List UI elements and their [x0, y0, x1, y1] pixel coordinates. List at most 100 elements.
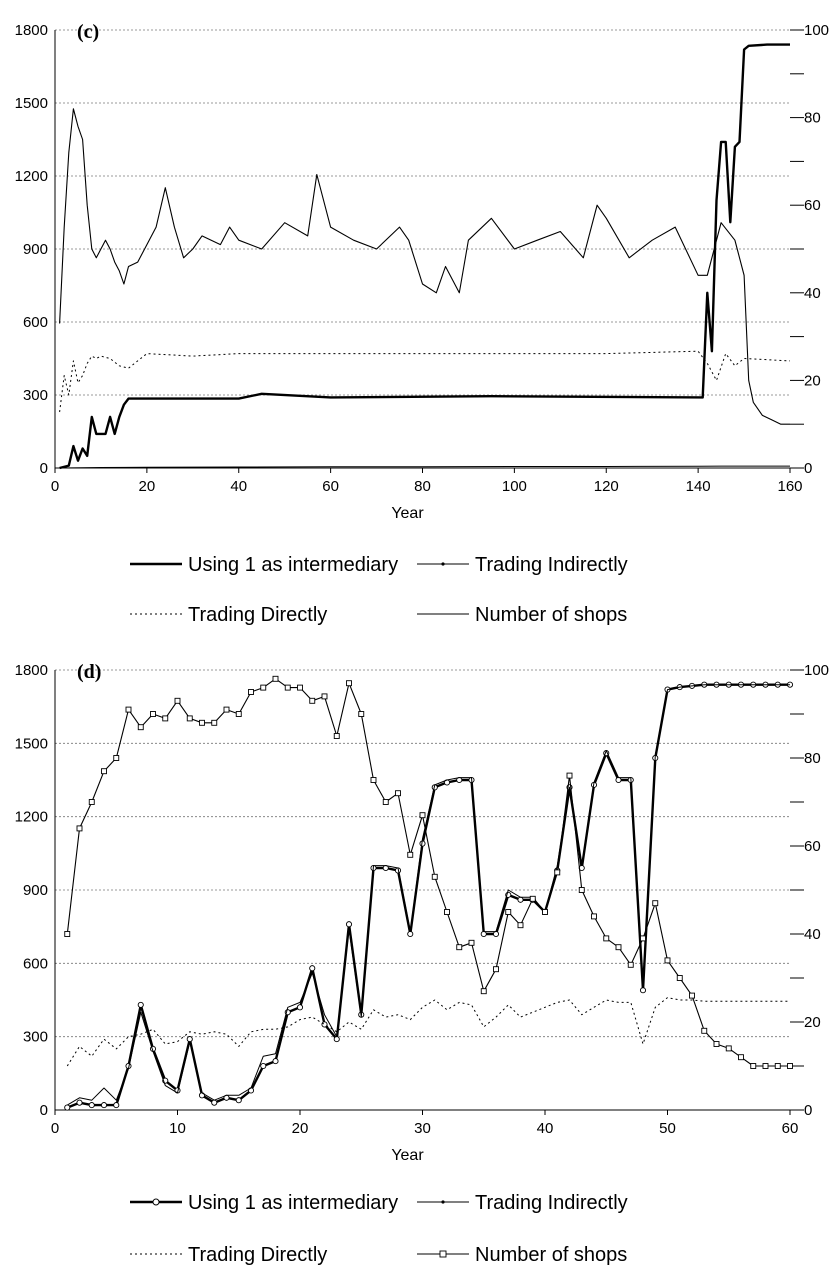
series-number-of-shops-point [88, 799, 95, 805]
x-tick-label: 160 [777, 478, 802, 495]
x-tick-label: 140 [686, 478, 711, 495]
series-using-1-as-intermediary-point [480, 930, 487, 938]
series-number-of-shops-point [101, 768, 107, 775]
series-number-of-shops-point [309, 697, 316, 704]
x-tick-label: 20 [292, 1120, 309, 1137]
series-number-of-shops-point [517, 922, 524, 929]
series-trading-directly-line [66, 997, 790, 1067]
y-tick-label: 1200 [15, 168, 48, 185]
series-number-of-shops-point [150, 711, 156, 717]
series-using-1-as-intermediary-point [345, 921, 353, 928]
series-number-of-shops-point [284, 684, 291, 691]
series-number-of-shops-point [174, 697, 181, 704]
legend-using-1-as-intermediary-label: Using 1 as intermediary [188, 554, 398, 576]
series-number-of-shops-point [248, 689, 254, 695]
series-number-of-shops-point [76, 825, 83, 832]
series-number-of-shops-point [664, 957, 671, 964]
series-number-of-shops-point [566, 772, 573, 779]
series-number-of-shops-point [162, 715, 169, 722]
y-tick-label: 900 [23, 241, 48, 258]
x-tick-label: 30 [414, 1120, 431, 1137]
series-number-of-shops-point [578, 887, 585, 893]
series-using-1-as-intermediary-point [517, 896, 524, 903]
y-tick-label: 900 [23, 882, 48, 899]
y-tick-label: 1500 [15, 95, 48, 112]
series-number-of-shops-point [419, 812, 426, 819]
series-number-of-shops-point [333, 733, 340, 739]
chart-panel-d: 0 300 600 900 1200 1500 1800 0 20 40 60 80 100 0 10 20 3… [15, 661, 829, 1266]
legend-number-of-shops-label: Number of shops [475, 604, 627, 626]
legend-using-1-as-intermediary-marker [152, 1198, 160, 1206]
y-tick-label: 0 [40, 1102, 48, 1119]
series-number-of-shops-point [395, 790, 401, 797]
series-number-of-shops-point [260, 684, 267, 691]
legend-trading-directly-label: Trading Directly [188, 604, 327, 626]
series-trading-indirectly-line [59, 465, 790, 469]
series-number-of-shops-point [456, 944, 463, 951]
y2-tick-label: 20 [804, 372, 821, 389]
series-number-of-shops-point [725, 1045, 732, 1052]
series-number-of-shops-point [113, 755, 120, 761]
x-tick-label: 20 [139, 478, 156, 495]
series-number-of-shops-point [640, 935, 646, 942]
y-tick-label: 600 [23, 955, 48, 972]
series-number-of-shops-point [444, 909, 450, 915]
y-tick-label: 1200 [15, 809, 48, 826]
x-tick-label: 60 [782, 1120, 799, 1137]
series-number-of-shops-point [137, 724, 144, 731]
series-using-1-as-intermediary-point [333, 1036, 340, 1043]
series-trading-directly-line [59, 350, 791, 413]
x-tick-label: 40 [230, 478, 247, 495]
series-number-of-shops-point [493, 966, 499, 973]
y-tick-label: 300 [23, 1029, 48, 1046]
series-using-1-as-intermediary-point [309, 965, 316, 972]
series-number-of-shops-point [774, 1063, 781, 1069]
series-number-of-shops-point [382, 799, 389, 805]
series-number-of-shops-point [199, 719, 205, 726]
legend-trading-indirectly-label: Trading Indirectly [475, 554, 628, 576]
series-number-of-shops-point [615, 944, 622, 951]
series-number-of-shops-point [787, 1063, 793, 1069]
series-number-of-shops-point [713, 1041, 720, 1047]
series-number-of-shops-point [223, 706, 230, 713]
chart-panel-c: 0 300 600 900 1200 1500 1800 0 20 40 60 80 100 0 20 40 6… [15, 21, 829, 626]
series-number-of-shops-point [321, 693, 328, 700]
series-using-1-as-intermediary-point [272, 1058, 279, 1065]
y-tick-label: 1800 [15, 22, 48, 39]
series-number-of-shops-point [738, 1054, 744, 1061]
series-number-of-shops-point [407, 851, 414, 858]
series-using-1-as-intermediary-point [407, 930, 414, 938]
y2-tick-label: 0 [804, 1102, 812, 1119]
series-number-of-shops-point [689, 992, 695, 999]
series-number-of-shops-point [346, 680, 352, 687]
series-number-of-shops-point [529, 895, 536, 902]
legend-trading-indirectly-label: Trading Indirectly [475, 1192, 628, 1214]
series-using-1-as-intermediary-line [59, 43, 790, 470]
legend-number-of-shops-marker [439, 1250, 447, 1258]
series-using-1-as-intermediary-point [260, 1062, 267, 1070]
series-number-of-shops-line [59, 108, 790, 425]
series-number-of-shops-point [554, 869, 561, 876]
series-using-1-as-intermediary-point [639, 987, 647, 994]
series-using-1-as-intermediary-point [100, 1102, 108, 1109]
series-number-of-shops-point [542, 909, 548, 915]
y-tick-label: 1800 [15, 662, 48, 679]
series-number-of-shops-point [370, 777, 377, 783]
y2-tick-label: 100 [804, 662, 829, 679]
y2-tick-label: 60 [804, 838, 821, 855]
series-number-of-shops-point [480, 988, 487, 995]
series-using-1-as-intermediary-point [113, 1102, 120, 1109]
y2-tick-label: 40 [804, 926, 821, 943]
series-number-of-shops-point [750, 1063, 757, 1069]
series-number-of-shops-point [64, 931, 71, 937]
series-using-1-as-intermediary-point [64, 1104, 71, 1111]
y2-tick-label: 0 [804, 460, 812, 477]
series-number-of-shops-point [591, 913, 597, 920]
series-number-of-shops-point [701, 1027, 708, 1034]
x-tick-label: 120 [594, 478, 619, 495]
series-number-of-shops-point [186, 715, 193, 722]
series-using-1-as-intermediary-point [492, 930, 500, 938]
series-number-of-shops-point [297, 684, 303, 691]
series-number-of-shops-point [468, 939, 475, 946]
x-tick-label: 0 [51, 1120, 59, 1137]
